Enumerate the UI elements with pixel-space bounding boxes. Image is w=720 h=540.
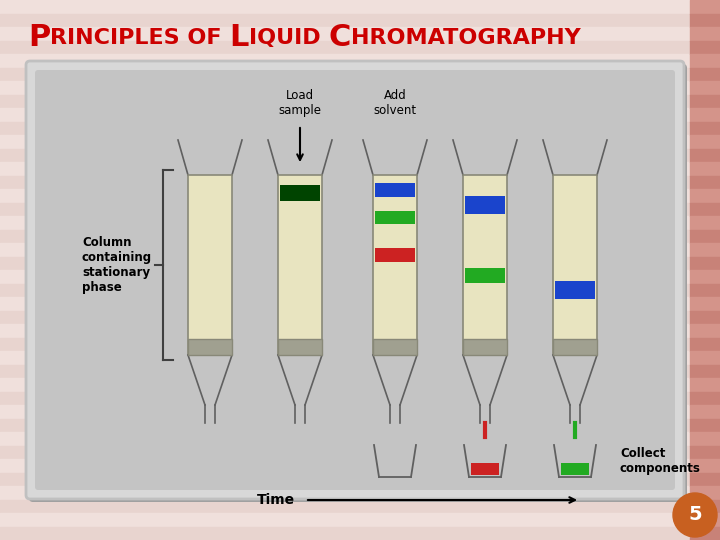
Bar — [375, 211, 415, 224]
Bar — [463, 175, 507, 355]
Text: Load
sample: Load sample — [279, 89, 322, 117]
Bar — [278, 175, 322, 355]
Circle shape — [673, 493, 717, 537]
Polygon shape — [561, 463, 589, 475]
Bar — [555, 281, 595, 299]
FancyBboxPatch shape — [29, 64, 687, 502]
Text: RINCIPLES OF: RINCIPLES OF — [50, 28, 230, 48]
Text: L: L — [230, 24, 249, 52]
Text: IQUID: IQUID — [249, 28, 328, 48]
Bar — [373, 339, 417, 355]
Bar — [463, 339, 507, 355]
Text: Column
containing
stationary
phase: Column containing stationary phase — [82, 236, 152, 294]
Bar — [375, 248, 415, 262]
Text: P: P — [28, 24, 50, 52]
FancyBboxPatch shape — [35, 70, 675, 490]
Text: 5: 5 — [688, 505, 702, 524]
Text: Add
solvent: Add solvent — [374, 89, 417, 117]
Bar — [188, 175, 232, 355]
Bar — [188, 339, 232, 355]
Bar — [553, 175, 597, 355]
Bar — [465, 268, 505, 283]
Text: HROMATOGRAPHY: HROMATOGRAPHY — [351, 28, 580, 48]
FancyBboxPatch shape — [26, 61, 684, 499]
Bar — [278, 339, 322, 355]
Text: Time: Time — [257, 493, 295, 507]
Bar — [280, 185, 320, 201]
Bar — [553, 339, 597, 355]
Bar — [375, 183, 415, 197]
Bar — [373, 175, 417, 355]
Polygon shape — [471, 463, 499, 475]
Text: C: C — [328, 24, 351, 52]
Text: Collect
components: Collect components — [620, 447, 701, 475]
Bar — [465, 196, 505, 214]
